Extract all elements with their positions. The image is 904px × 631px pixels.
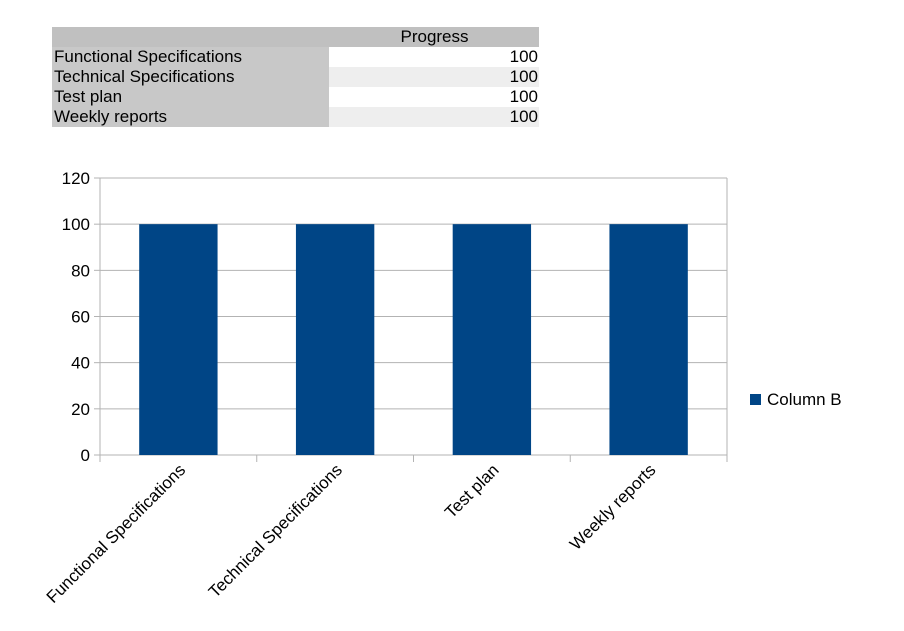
x-tick-label: Technical Specifications [205,460,346,601]
header-progress[interactable]: Progress [400,27,469,46]
y-tick-label: 60 [71,308,90,327]
y-tick-label: 100 [62,215,90,234]
table-row: Weekly reports 100 [52,107,539,127]
y-tick-label: 20 [71,400,90,419]
table-header: Progress [52,27,539,47]
bar [139,224,218,455]
row-value[interactable]: 100 [329,67,539,87]
x-tick-label: Test plan [441,460,503,522]
table-row: Test plan 100 [52,87,539,107]
y-tick-label: 0 [81,446,90,465]
row-label[interactable]: Technical Specifications [52,67,329,87]
legend-swatch [750,394,761,405]
legend-label: Column B [767,390,842,409]
row-label[interactable]: Weekly reports [52,107,329,127]
y-tick-label: 80 [71,261,90,280]
row-value[interactable]: 100 [329,87,539,107]
y-tick-label: 40 [71,354,90,373]
row-value[interactable]: 100 [329,47,539,67]
bar [452,224,532,455]
row-label[interactable]: Functional Specifications [52,47,329,67]
bar [609,224,688,455]
x-tick-label: Functional Specifications [43,460,189,606]
row-value[interactable]: 100 [329,107,539,127]
data-table: Progress Functional Specifications 100 T… [52,27,539,127]
row-label[interactable]: Test plan [52,87,329,107]
x-tick-label: Weekly reports [566,460,659,553]
table-row: Technical Specifications 100 [52,67,539,87]
y-tick-label: 120 [62,169,90,188]
table-row: Functional Specifications 100 [52,47,539,67]
bar [295,224,375,455]
